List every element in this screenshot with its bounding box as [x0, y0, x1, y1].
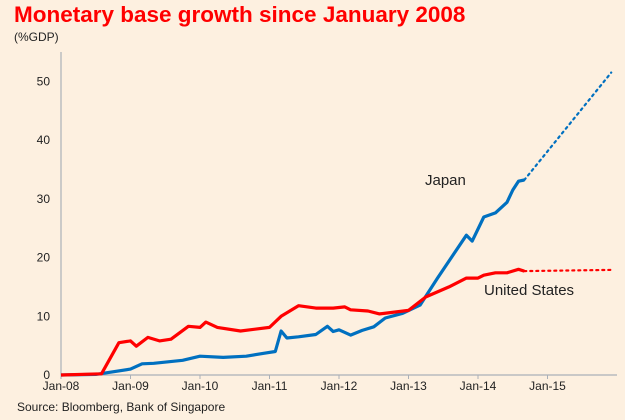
y-axis-unit: (%GDP) — [14, 30, 59, 44]
x-tick-label: Jan-15 — [529, 379, 566, 393]
x-tick-label: Jan-09 — [112, 379, 149, 393]
x-tick-label: Jan-12 — [321, 379, 358, 393]
x-tick-label: Jan-08 — [43, 379, 80, 393]
series-label: United States — [484, 282, 574, 299]
x-tick-label: Jan-13 — [390, 379, 427, 393]
series-projection-japan — [523, 71, 613, 182]
series-line-united-states — [60, 267, 525, 377]
x-tick-label: Jan-14 — [460, 379, 497, 393]
source-note: Source: Bloomberg, Bank of Singapore — [17, 400, 226, 414]
y-tick-label: 20 — [37, 251, 51, 265]
series-projection-united-states — [523, 268, 613, 273]
series-label: Japan — [425, 172, 466, 189]
chart-title: Monetary base growth since January 2008 — [14, 2, 466, 27]
y-tick-label: 0 — [43, 368, 50, 382]
y-tick-label: 50 — [37, 74, 51, 88]
y-tick-label: 30 — [37, 192, 51, 206]
series-line-japan — [60, 178, 525, 377]
x-tick-label: Jan-11 — [252, 379, 288, 393]
y-tick-label: 10 — [37, 309, 51, 323]
y-tick-label: 40 — [37, 133, 51, 147]
x-tick-label: Jan-10 — [182, 379, 219, 393]
